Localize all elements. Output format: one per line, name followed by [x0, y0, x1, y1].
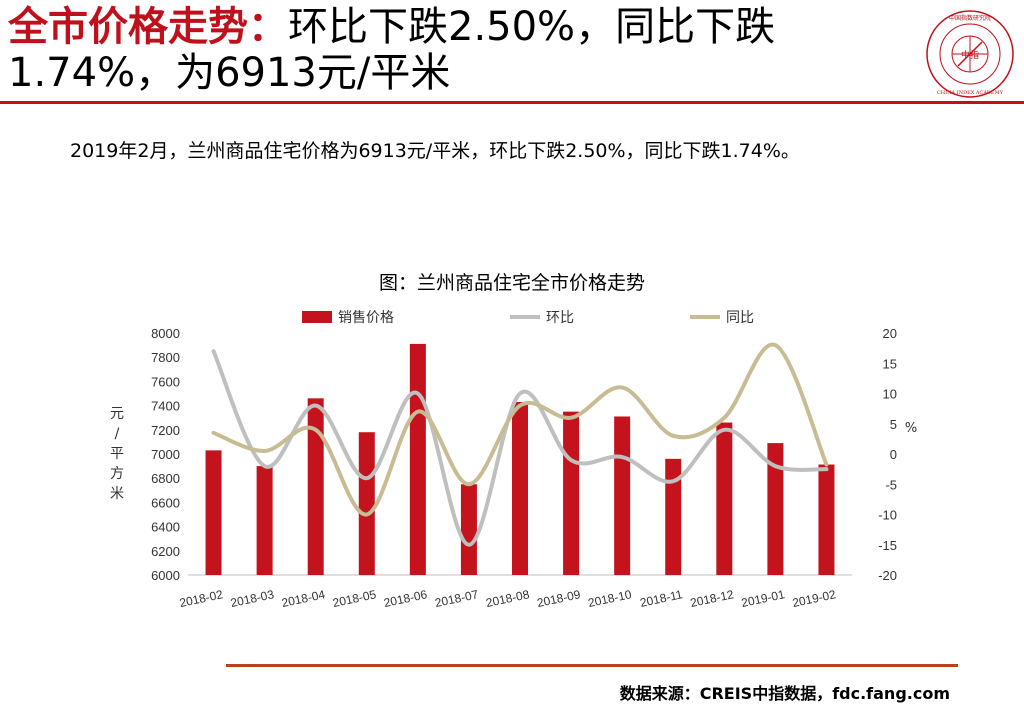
x-axis-tick: 2018-09: [536, 587, 582, 610]
x-axis-tick: 2018-05: [331, 587, 377, 610]
x-axis-tick: 2018-08: [485, 587, 531, 610]
price-bar: [767, 443, 784, 575]
page-title-highlight: 全市价格走势：: [8, 4, 288, 50]
left-axis-label-char: 元: [110, 406, 124, 422]
left-axis-tick: 6400: [151, 520, 180, 535]
china-index-academy-logo: 中指 中国指数研究院 CHINA INDEX ACADEMY: [926, 10, 1014, 98]
legend-label-price: 销售价格: [338, 310, 394, 326]
left-axis-tick: 8000: [151, 326, 180, 341]
x-axis-tick: 2018-11: [639, 587, 684, 610]
right-axis-tick: -20: [878, 568, 897, 583]
summary-text: 2019年2月，兰州商品住宅价格为6913元/平米，环比下跌2.50%，同比下跌…: [70, 140, 800, 162]
price-bar: [358, 432, 375, 575]
logo-center-text: 中指: [961, 49, 979, 61]
price-bar: [614, 416, 631, 575]
left-axis-tick: 7000: [151, 447, 180, 462]
x-axis-tick: 2018-02: [178, 587, 224, 610]
right-axis-tick: -10: [878, 508, 897, 523]
legend-swatch-price: [302, 311, 332, 323]
x-axis-tick: 2019-01: [740, 587, 786, 610]
right-axis-label: %: [905, 421, 917, 436]
yoy-line: [211, 342, 829, 517]
left-axis-tick: 7800: [151, 350, 180, 365]
x-axis-tick: 2018-07: [434, 587, 480, 610]
logo-ring-bottom: CHINA INDEX ACADEMY: [937, 90, 1004, 96]
legend-label-mom: 环比: [546, 310, 574, 326]
price-bar: [818, 464, 835, 575]
page-title-rest: 环比下跌2.50%，同比下跌1.74%，为6913元/平米: [8, 4, 776, 96]
left-axis-label-char: 方: [110, 466, 124, 482]
price-bar: [563, 411, 580, 575]
price-bar: [205, 450, 222, 575]
left-axis-tick: 6000: [151, 568, 180, 583]
legend-label-yoy: 同比: [726, 310, 754, 326]
price-bar: [460, 484, 477, 575]
price-bar: [665, 458, 682, 575]
right-axis-tick: 0: [890, 447, 897, 462]
left-axis-tick: 6200: [151, 544, 180, 559]
page-title: 全市价格走势：环比下跌2.50%，同比下跌1.74%，为6913元/平米: [8, 4, 908, 96]
x-axis-tick: 2018-03: [229, 587, 275, 610]
right-axis-tick: 20: [883, 326, 897, 341]
left-axis-tick: 6600: [151, 495, 180, 510]
chart-title: 图：兰州商品住宅全市价格走势: [378, 272, 645, 294]
left-axis-label-char: 米: [110, 486, 124, 502]
left-axis-tick: 7400: [151, 399, 180, 414]
x-axis-tick: 2019-02: [791, 587, 837, 610]
price-bar: [716, 422, 733, 575]
data-source: 数据来源：CREIS中指数据，fdc.fang.com: [619, 684, 950, 703]
right-axis-tick: 5: [890, 417, 897, 432]
right-axis-tick: 10: [883, 387, 897, 402]
logo-ring-top: 中国指数研究院: [949, 14, 991, 22]
price-bar: [409, 343, 426, 575]
x-axis-tick: 2018-12: [689, 587, 735, 610]
bottom-rule: [226, 664, 958, 667]
title-rule: [0, 101, 1024, 104]
x-axis-tick: 2018-10: [587, 587, 633, 610]
left-axis-tick: 7600: [151, 374, 180, 389]
left-axis-label-char: /: [115, 426, 120, 442]
left-axis-label-char: 平: [110, 446, 124, 462]
price-bar: [512, 401, 528, 575]
right-axis-tick: -5: [885, 477, 897, 492]
x-axis-tick: 2018-04: [280, 587, 326, 610]
left-axis-tick: 7200: [151, 423, 180, 438]
right-axis-tick: -15: [878, 538, 897, 553]
price-bar: [307, 398, 324, 575]
price-bar: [256, 466, 273, 575]
left-axis-tick: 6800: [151, 471, 180, 486]
mom-line: [211, 349, 829, 547]
right-axis-tick: 15: [883, 356, 897, 371]
x-axis-tick: 2018-06: [382, 587, 428, 610]
